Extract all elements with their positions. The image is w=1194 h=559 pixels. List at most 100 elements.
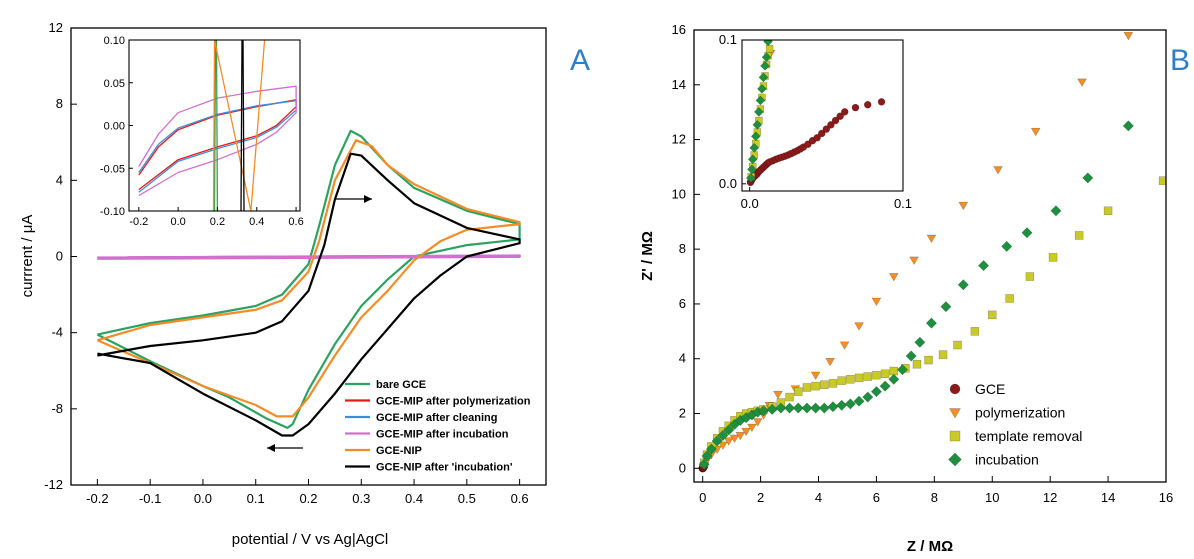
x-tick-label: -0.2 <box>86 491 108 506</box>
y-tick-label: 12 <box>49 20 63 35</box>
y-tick-label: 4 <box>56 172 63 187</box>
y-tick-label: 0.00 <box>104 121 125 133</box>
y-tick-label: 0 <box>679 460 686 475</box>
eis-point-incubation-eis <box>844 398 856 410</box>
y-tick-label: 0.0 <box>719 176 737 191</box>
x-tick-label: 0.1 <box>894 196 912 211</box>
eis-legend-label: GCE <box>975 381 1005 397</box>
eis-inset-point-gce-eis <box>836 112 844 120</box>
x-tick-label: 0.6 <box>511 491 529 506</box>
y-tick-label: 14 <box>672 77 686 92</box>
cv-inset-line-gce-nip <box>212 40 266 211</box>
eis-point-polymerization-eis <box>810 371 821 381</box>
x-tick-label: 0.6 <box>288 216 303 228</box>
cv-legend: bare GCE GCE-MIP after polymerization GCE-… <box>345 379 531 474</box>
eis-inset-x-axis: 0.0 0.1 <box>741 187 912 211</box>
eis-point-incubation-eis <box>925 317 938 329</box>
eis-inset-point-incubation-eis <box>749 142 760 153</box>
y-tick-label: 0 <box>56 249 63 264</box>
eis-point-incubation-eis <box>723 424 735 436</box>
eis-point-polymerization-eis <box>718 441 728 450</box>
y-tick-label: -12 <box>44 477 63 492</box>
eis-x-axis-title: Z / MΩ <box>907 538 953 555</box>
eis-point-polymerization-eis <box>723 437 734 446</box>
eis-point-polymerization-eis <box>1030 127 1041 137</box>
eis-inset-point-incubation-eis <box>750 131 761 142</box>
cv-series <box>96 129 521 437</box>
eis-point-template-removal-eis <box>820 380 829 390</box>
eis-series <box>698 32 1166 473</box>
x-tick-label: 0.2 <box>210 216 225 228</box>
x-tick-label: 6 <box>873 490 880 505</box>
x-tick-label: 0.3 <box>352 491 370 506</box>
cv-line-gce-nip <box>96 139 521 418</box>
eis-point-polymerization-eis <box>839 341 850 350</box>
eis-inset-point-incubation-eis <box>747 164 757 175</box>
cv-inset-plot-area <box>138 40 297 211</box>
x-tick-label: 0.0 <box>741 196 759 211</box>
eis-inset-point-gce-eis <box>840 108 849 116</box>
y-tick-label: 12 <box>672 132 686 147</box>
eis-point-incubation-eis <box>717 429 729 441</box>
eis-point-polymerization-eis <box>1077 78 1087 87</box>
cv-line-gce-nip-incubation <box>97 152 521 437</box>
panel-b: 0 2 4 6 8 10 12 14 16 0 2 4 6 8 10 12 14 16 Z / MΩ Z' / … <box>639 22 1190 555</box>
eis-legend-marker <box>948 452 962 467</box>
eis-point-incubation-eis <box>766 403 778 415</box>
cv-line-after-incubation <box>97 254 521 260</box>
panel-label-a: A <box>570 44 590 77</box>
y-tick-label: -4 <box>51 325 63 340</box>
eis-point-incubation-eis <box>1021 227 1033 239</box>
eis-point-polymerization-eis <box>871 297 882 307</box>
eis-inset: 0.0 0.1 0.0 0.1 <box>719 32 912 211</box>
eis-point-incubation-eis <box>775 402 787 414</box>
eis-point-template-removal-eis <box>938 350 948 359</box>
eis-point-template-removal-eis <box>1025 272 1035 281</box>
x-tick-label: 8 <box>931 490 938 505</box>
cv-inset-line-gce-nip-incubation <box>240 40 245 211</box>
y-tick-label: 0.1 <box>719 32 737 47</box>
y-tick-label: 10 <box>672 186 686 201</box>
eis-inset-frame <box>741 39 904 192</box>
eis-inset-point-gce-eis <box>813 134 821 142</box>
eis-point-template-removal-eis <box>1103 206 1113 216</box>
eis-inset-point-gce-eis <box>822 125 831 133</box>
eis-point-template-removal-eis <box>924 355 933 365</box>
cv-legend-label: GCE-NIP <box>376 445 422 457</box>
cv-legend-label: GCE-NIP after 'incubation' <box>376 462 513 474</box>
x-tick-label: 10 <box>985 490 999 505</box>
eis-point-incubation-eis <box>757 405 770 417</box>
cv-inset-x-axis: -0.2 0.0 0.2 0.4 0.6 <box>129 207 304 228</box>
eis-point-incubation-eis <box>711 435 723 447</box>
x-tick-label: 0.0 <box>194 491 212 506</box>
eis-point-template-removal-eis <box>785 392 794 402</box>
eis-point-incubation-eis <box>1001 240 1013 252</box>
scan-direction-arrow-forward <box>336 195 372 203</box>
eis-inset-point-gce-eis <box>817 129 826 138</box>
eis-point-incubation-eis <box>853 395 865 407</box>
eis-point-incubation-eis <box>862 391 874 403</box>
eis-point-incubation-eis <box>957 279 969 291</box>
x-tick-label: 0.5 <box>458 491 476 506</box>
y-tick-label: -0.10 <box>100 206 125 218</box>
eis-point-incubation-eis <box>896 364 909 376</box>
eis-point-template-removal-eis <box>1074 231 1084 240</box>
eis-point-incubation-eis <box>836 399 848 411</box>
cv-y-axis-title: currrent / μA <box>19 215 36 298</box>
cv-inset-y-axis: -0.10 -0.05 0.00 0.05 0.10 <box>100 35 133 218</box>
eis-point-template-removal-eis <box>854 373 864 383</box>
eis-inset-point-incubation-eis <box>747 154 758 165</box>
eis-point-incubation-eis <box>940 301 952 313</box>
eis-point-incubation-eis <box>978 260 990 272</box>
y-tick-label: 8 <box>56 96 63 111</box>
y-tick-label: -8 <box>51 401 63 416</box>
eis-point-incubation-eis <box>705 443 717 455</box>
y-tick-label: 0.05 <box>104 78 125 90</box>
eis-inset-point-incubation-eis <box>752 119 763 130</box>
eis-inset-point-incubation-eis <box>757 83 767 94</box>
eis-legend: GCE polymerization template removal incubat… <box>948 381 1082 468</box>
cv-y-axis-title-unit: μA <box>19 215 36 234</box>
eis-point-template-removal-eis <box>1158 176 1166 185</box>
cv-inset: -0.2 0.0 0.2 0.4 0.6 -0.10 -0.05 0.00 0.05 0.10 <box>100 35 304 228</box>
